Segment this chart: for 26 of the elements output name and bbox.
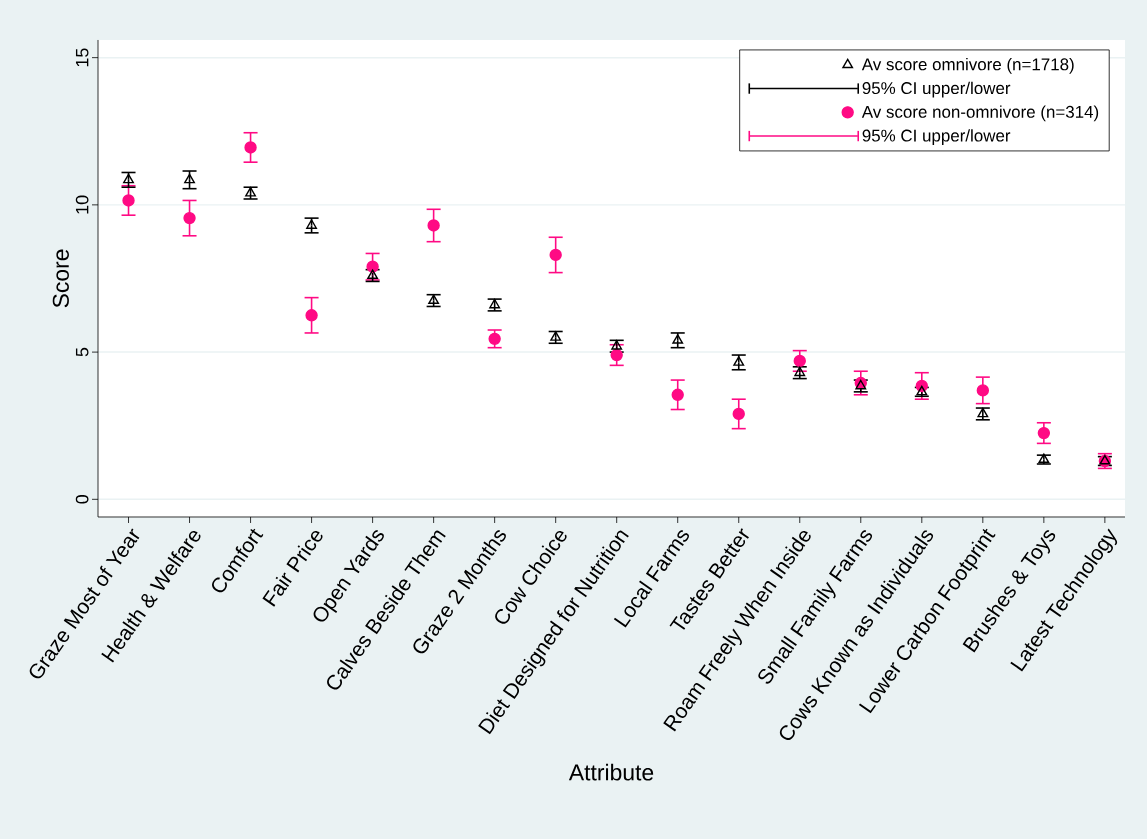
- point: [367, 269, 379, 279]
- point: [122, 194, 135, 207]
- point: [123, 173, 134, 184]
- annotation: 95% CI upper/lower: [862, 81, 1011, 98]
- point: [244, 141, 257, 154]
- y-tick-label: 0: [75, 495, 89, 504]
- y-tick-label: 15: [75, 48, 89, 67]
- legend-label: Av score non-omnivore (n=314): [861, 105, 1099, 122]
- y-axis-title: Score: [52, 249, 69, 308]
- legend-label: Av score omnivore (n=1718): [861, 57, 1074, 74]
- point: [976, 384, 990, 397]
- y-tick-label: 5: [75, 347, 89, 357]
- y-tick-label: 10: [75, 195, 89, 214]
- point: [550, 331, 562, 341]
- x-axis-title: Attribute: [568, 763, 654, 781]
- point: [793, 354, 806, 368]
- point: [671, 388, 684, 401]
- point: [610, 348, 623, 362]
- point: [427, 219, 440, 232]
- annotation: 95% CI upper/lower: [862, 129, 1011, 145]
- point: [732, 407, 745, 421]
- point: [366, 260, 379, 273]
- point: [549, 248, 562, 262]
- point: [183, 211, 196, 225]
- point: [1037, 426, 1051, 440]
- point: [305, 309, 318, 322]
